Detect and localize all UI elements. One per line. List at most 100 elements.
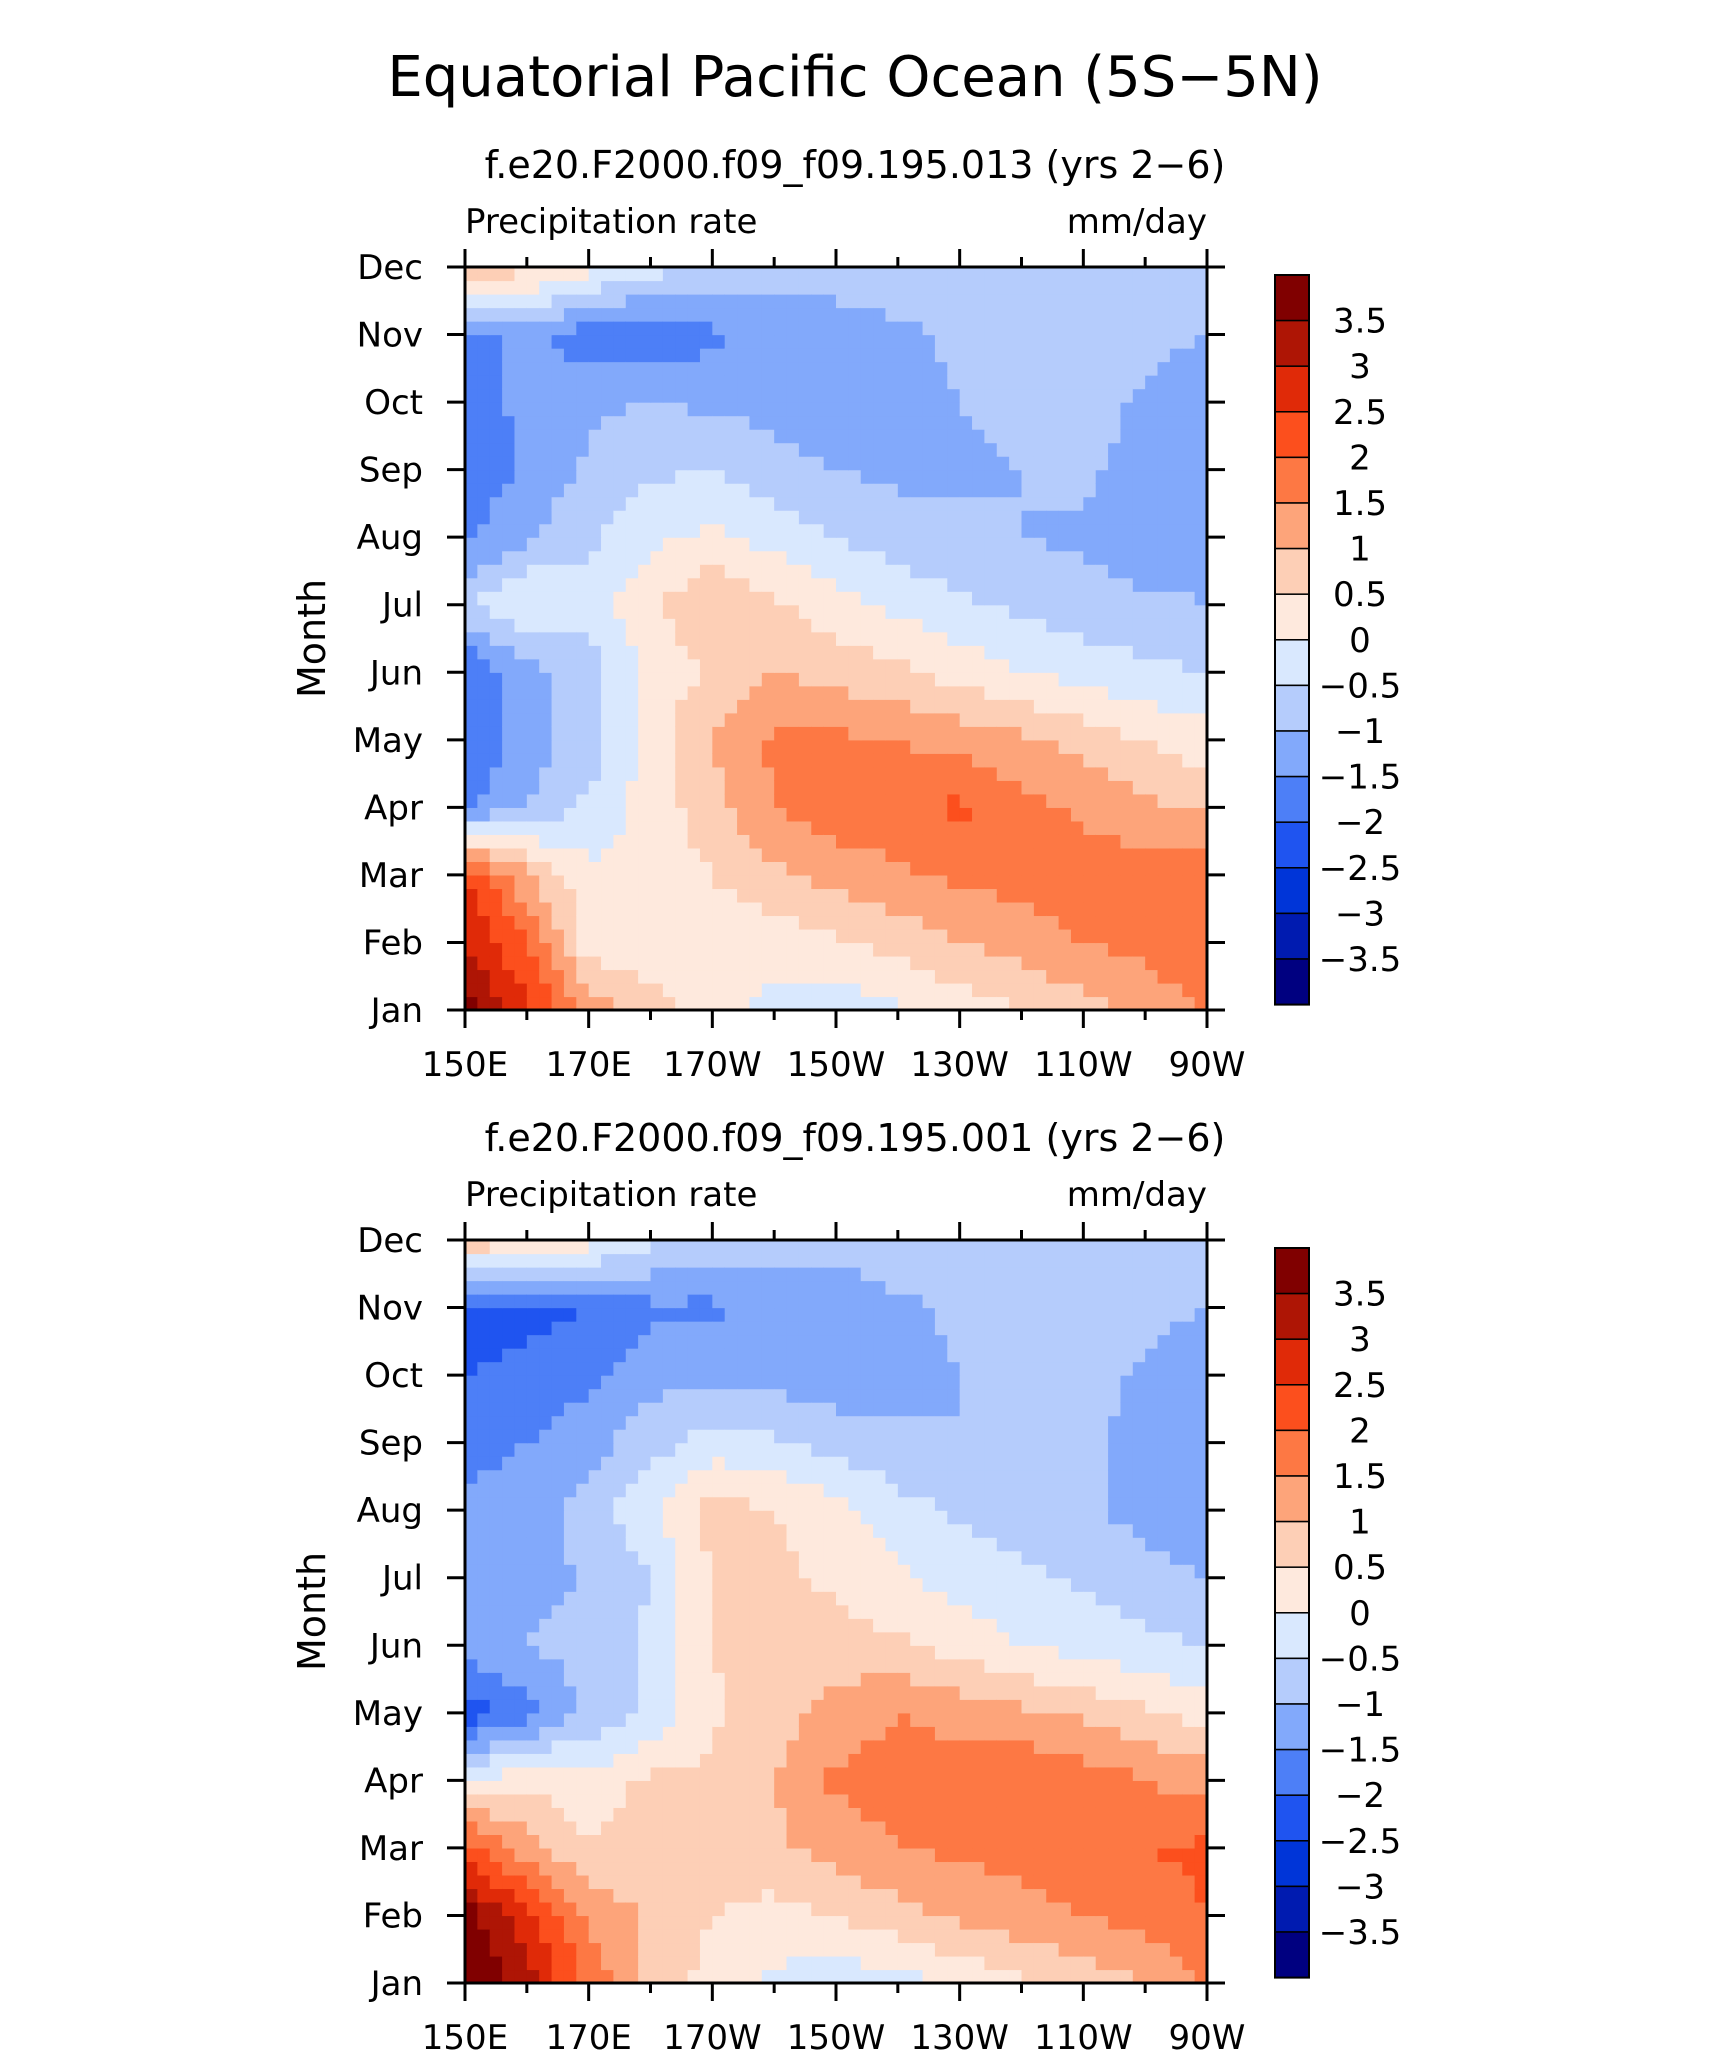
heatmap-cell [947, 807, 961, 822]
heatmap-cell [885, 1685, 899, 1700]
heatmap-cell [972, 1645, 985, 1660]
heatmap-cell [650, 591, 664, 606]
heatmap-cell [1169, 712, 1183, 727]
heatmap-cell [1120, 1685, 1134, 1700]
heatmap-cell [712, 456, 726, 471]
heatmap-cell [650, 1915, 664, 1930]
heatmap-cell [1108, 861, 1122, 876]
heatmap-cell [811, 564, 825, 579]
heatmap-cell [737, 361, 751, 376]
heatmap-cell [984, 537, 998, 552]
heatmap-cell [1058, 1699, 1072, 1714]
colorbar-segment [1274, 821, 1310, 869]
heatmap-cell [934, 1874, 948, 1890]
heatmap-cell [897, 685, 911, 700]
heatmap-cell [675, 361, 689, 376]
heatmap-cell [910, 888, 924, 903]
heatmap-cell [699, 523, 713, 538]
heatmap-cell [959, 388, 973, 403]
heatmap-cell [1132, 1901, 1146, 1917]
heatmap-cell [1120, 820, 1134, 835]
heatmap-cell [798, 874, 812, 890]
heatmap-cell [502, 1807, 516, 1822]
heatmap-cell [588, 1901, 602, 1917]
heatmap-cell [996, 604, 1010, 619]
heatmap-cell [897, 672, 911, 687]
heatmap-cell [972, 1847, 985, 1863]
heatmap-cell [613, 415, 627, 430]
heatmap-cell [1033, 834, 1047, 849]
heatmap-cell [712, 1955, 726, 1971]
heatmap-cell [737, 901, 751, 917]
heatmap-cell [539, 861, 553, 876]
heatmap-cell [922, 294, 936, 309]
heatmap-cell [934, 1766, 948, 1781]
heatmap-cell [860, 1780, 874, 1795]
heatmap-cell [1070, 1672, 1084, 1687]
heatmap-cell [1169, 1834, 1183, 1849]
heatmap-cell [774, 780, 788, 795]
heatmap-cell [650, 645, 664, 660]
heatmap-cell [613, 834, 627, 849]
heatmap-cell [1070, 510, 1084, 525]
x-tick-label: 130W [910, 1045, 1009, 1085]
heatmap-cell [798, 726, 812, 741]
heatmap-cell [1095, 591, 1109, 606]
heatmap-cell [1021, 820, 1035, 835]
heatmap-cell [922, 1712, 936, 1727]
heatmap-cell [798, 523, 812, 538]
heatmap-cell [1058, 388, 1072, 403]
y-tick-label: May [353, 721, 423, 761]
heatmap-cell [1033, 280, 1047, 295]
heatmap-cell [551, 1969, 565, 1983]
heatmap-cell [1033, 1861, 1047, 1876]
heatmap-cell [972, 321, 985, 336]
heatmap-cell [811, 766, 825, 781]
heatmap-cell [811, 1685, 825, 1700]
heatmap-cell [1132, 1915, 1146, 1930]
heatmap-cell [687, 1834, 701, 1849]
heatmap-cell [662, 1699, 676, 1714]
heatmap-cell [613, 753, 627, 768]
heatmap-cell [601, 1807, 614, 1822]
heatmap-cell [613, 1834, 627, 1849]
heatmap-cell [687, 631, 701, 646]
heatmap-cell [650, 915, 664, 930]
heatmap-cell [959, 699, 973, 714]
heatmap-cell [724, 334, 738, 349]
heatmap-cell [662, 1874, 676, 1890]
heatmap-cell [477, 402, 491, 417]
heatmap-cell [885, 1672, 899, 1687]
heatmap-cell [576, 1739, 590, 1754]
heatmap-cell [1132, 982, 1146, 998]
heatmap-cell [675, 1753, 689, 1768]
heatmap-cell [1033, 1834, 1047, 1849]
heatmap-cell [1194, 483, 1207, 498]
heatmap-cell [601, 915, 614, 930]
heatmap-cell [1145, 1672, 1159, 1687]
heatmap-cell [662, 591, 676, 606]
heatmap-cell [1169, 429, 1183, 444]
heatmap-cell [514, 1928, 528, 1944]
heatmap-cell [1021, 1712, 1035, 1727]
heatmap-cell [465, 969, 478, 984]
heatmap-cell [860, 1928, 874, 1944]
heatmap-cell [687, 348, 701, 363]
heatmap-cell [922, 564, 936, 579]
heatmap-cell [873, 334, 887, 349]
heatmap-cell [465, 955, 478, 971]
heatmap-cell [1120, 1915, 1134, 1930]
heatmap-cell [613, 1672, 627, 1687]
heatmap-cell [662, 1807, 676, 1822]
heatmap-cell [823, 1807, 837, 1822]
heatmap-cell [1070, 1645, 1084, 1660]
heatmap-cell [786, 1726, 800, 1741]
heatmap-cell [1083, 604, 1097, 619]
heatmap-cell [897, 982, 911, 998]
heatmap-cell [489, 1739, 503, 1754]
heatmap-cell [1070, 1942, 1084, 1957]
heatmap-cell [1046, 820, 1060, 835]
heatmap-cell [662, 1645, 676, 1660]
heatmap-cell [613, 510, 627, 525]
heatmap-cell [477, 699, 491, 714]
